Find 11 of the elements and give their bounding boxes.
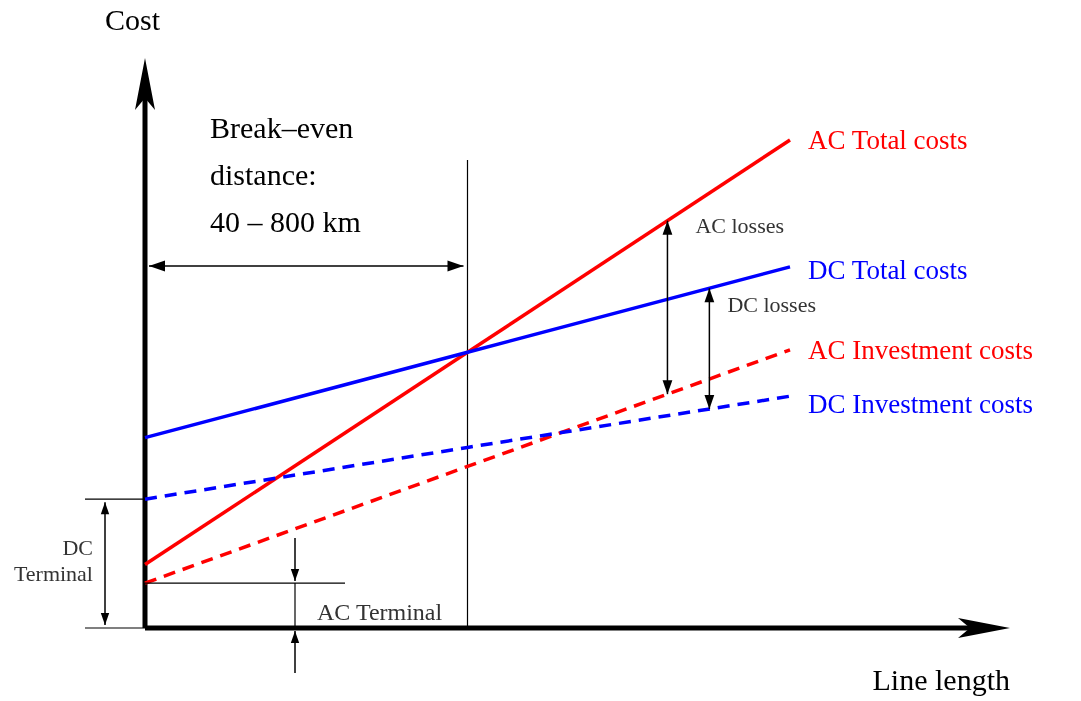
series-label: AC Total costs	[808, 125, 968, 155]
annotation: DC losses	[727, 292, 816, 318]
annotation: AC losses	[695, 212, 785, 238]
series-label: DC Total costs	[808, 254, 968, 285]
annotation: AC Terminal	[317, 599, 443, 625]
x-axis-title: Line length	[872, 663, 1010, 696]
annotation: Break–even distance: 40 – 800 km	[210, 111, 361, 238]
series-label: AC Investment costs	[808, 334, 1033, 365]
y-axis-title: Cost	[105, 3, 161, 36]
text: DC Terminal	[13, 535, 93, 586]
series-label: DC Investment costs	[808, 389, 1033, 420]
